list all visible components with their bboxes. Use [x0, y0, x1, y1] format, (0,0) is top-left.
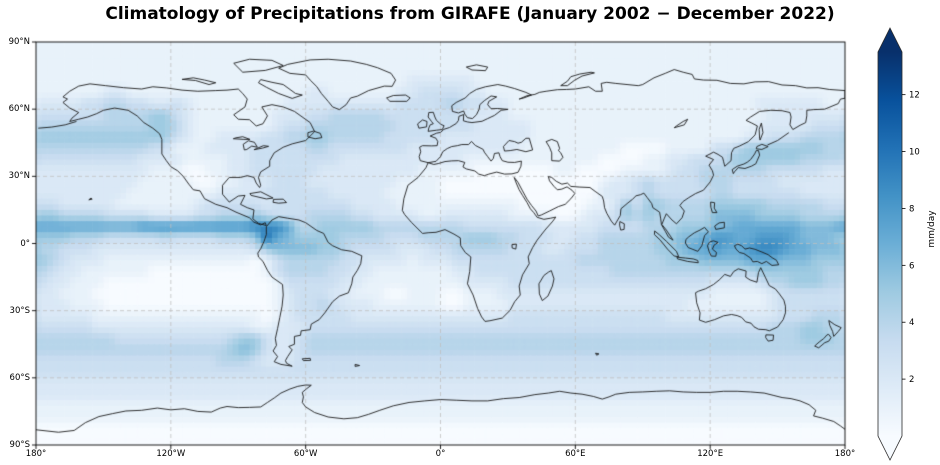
lon-tick-label: 60°W — [293, 449, 318, 459]
colorbar: 2 4 6 8 10 12 — [877, 27, 920, 461]
lat-tick-label: 30°S — [9, 305, 30, 316]
colorbar-tick-label: 8 — [909, 204, 914, 214]
lon-tick-label: 180° — [834, 449, 856, 459]
lon-tick-label: 0° — [435, 449, 446, 459]
lon-tick-label: 180° — [25, 449, 47, 459]
colorbar-tick-label: 6 — [909, 261, 914, 271]
colorbar-gradient-bar — [877, 27, 903, 461]
lat-tick-label: 60°N — [8, 104, 30, 115]
colorbar-tick-label: 4 — [909, 318, 914, 328]
colorbar-tick-label: 12 — [909, 91, 920, 101]
lon-tick-label: 60°E — [565, 449, 586, 459]
lat-tick-label: 60°S — [9, 372, 30, 383]
lat-tick-label: 0° — [20, 238, 30, 249]
lat-tick-label: 90°N — [8, 37, 30, 47]
lon-tick-label: 120°W — [156, 449, 186, 459]
lon-tick-label: 120°E — [697, 449, 724, 459]
lat-tick-label: 90°S — [9, 440, 30, 450]
lat-tick-label: 30°N — [8, 171, 30, 182]
colorbar-tick-label: 10 — [909, 148, 920, 158]
colorbar-unit-label: mm/day — [927, 210, 937, 248]
colorbar-tick-label: 2 — [909, 375, 914, 385]
